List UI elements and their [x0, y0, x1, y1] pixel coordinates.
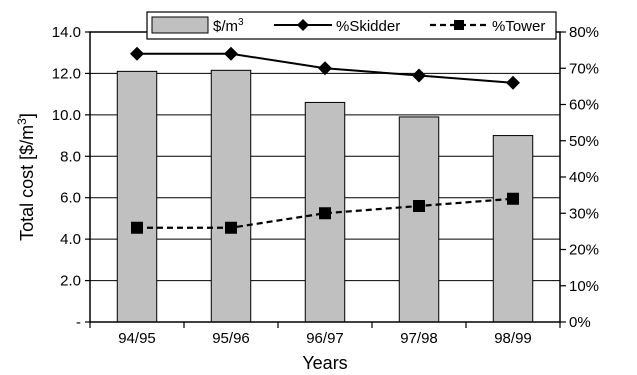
series-line [137, 197, 514, 229]
y-tick-label: - [76, 314, 81, 331]
legend-label-cost: $/m3 [213, 17, 244, 35]
y2-tick-label: 80% [569, 24, 599, 41]
y-tick-label: 10.0 [52, 107, 81, 124]
data-point-diamond [224, 46, 238, 61]
y-tick-label: 14.0 [52, 24, 81, 41]
data-point-square [413, 200, 425, 212]
x-tick-label: 97/98 [400, 330, 438, 347]
y-axis-title: Total cost [$/m3] [15, 113, 37, 241]
y2-tick-label: 40% [569, 169, 599, 186]
data-point-square [319, 207, 331, 220]
data-point-diamond [318, 61, 332, 76]
data-point-diamond [412, 68, 426, 83]
legend-label-skidder: %Skidder [336, 18, 400, 35]
y-axis-left: - 2.0 4.0 6.0 8.0 10.0 12.0 14.0 [52, 24, 90, 331]
legend-label-tower: %Tower [492, 18, 545, 35]
legend-tower-marker [454, 20, 464, 30]
legend: $/m3 %Skidder %Tower [146, 11, 557, 40]
y-tick-label: 4.0 [60, 231, 81, 248]
y-tick-label: 8.0 [60, 148, 81, 165]
line-series [130, 46, 520, 234]
y2-tick-label: 10% [569, 278, 599, 295]
y2-tick-label: 50% [569, 133, 599, 150]
y2-tick-label: 0% [569, 314, 591, 331]
y-tick-label: 2.0 [60, 273, 81, 290]
y2-tick-label: 20% [569, 242, 599, 259]
data-point-square [507, 192, 519, 205]
x-axis: 94/95 95/96 96/97 97/98 98/99 [89, 322, 561, 347]
y2-tick-label: 70% [569, 60, 599, 77]
x-tick-label: 96/97 [306, 330, 344, 347]
bar-series [116, 69, 534, 323]
data-point-diamond [130, 46, 144, 61]
y2-tick-label: 30% [569, 205, 599, 222]
data-point-diamond [506, 75, 520, 90]
x-tick-label: 94/95 [118, 330, 156, 347]
data-point-square [131, 221, 143, 234]
x-tick-label: 95/96 [212, 330, 250, 347]
legend-skidder-marker [297, 19, 309, 31]
bar [210, 69, 252, 323]
y2-tick-label: 60% [569, 97, 599, 114]
x-tick-label: 98/99 [494, 330, 532, 347]
legend-swatch-bar [151, 16, 209, 34]
bar [116, 70, 158, 323]
y-axis-right: 0% 10% 20% 30% 40% 50% 60% 70% 80% [560, 24, 599, 331]
bar [492, 135, 534, 323]
x-axis-title: Years [302, 353, 347, 373]
data-point-square [225, 221, 237, 234]
legend-box [146, 11, 557, 40]
bar [398, 116, 440, 323]
y-tick-label: 6.0 [60, 190, 81, 207]
y-tick-label: 12.0 [52, 65, 81, 82]
